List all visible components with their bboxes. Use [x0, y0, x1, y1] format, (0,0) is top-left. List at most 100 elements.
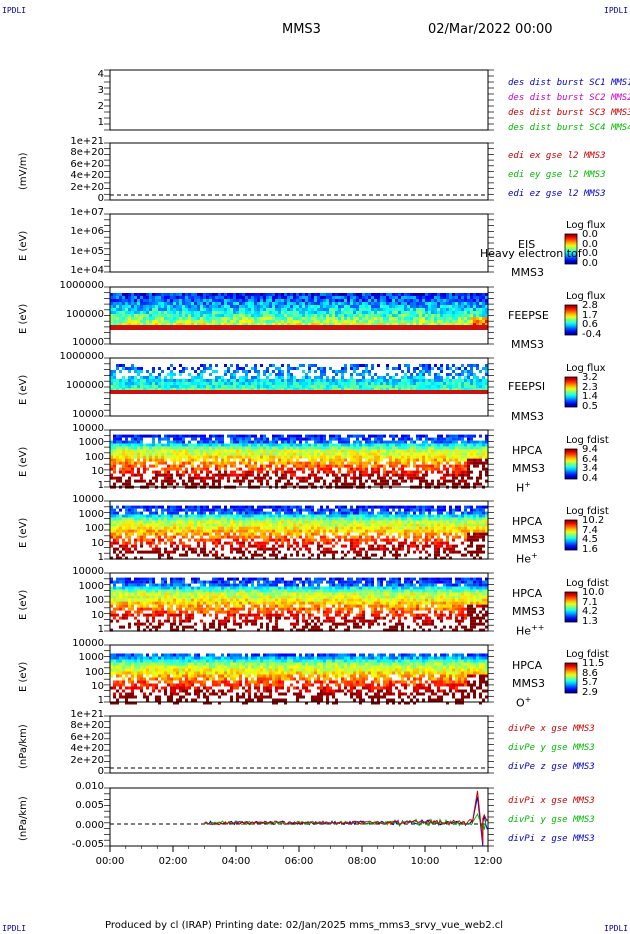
p4-cell: [161, 293, 164, 296]
p4-cell: [374, 308, 377, 311]
p6-cell: [371, 443, 374, 447]
p6-cell: [299, 440, 302, 444]
p7-cell: [254, 517, 257, 521]
p4-cell: [125, 305, 128, 308]
p4-cell: [146, 317, 149, 320]
p5-cell: [485, 373, 488, 376]
p6-cell: [188, 461, 191, 465]
p4-cell: [143, 293, 146, 296]
p6-cell: [311, 482, 314, 486]
p6-cell: [149, 455, 152, 459]
p6-cell: [128, 467, 131, 471]
p6-cell: [257, 443, 260, 447]
p6-cell: [371, 458, 374, 462]
p6-cell: [218, 473, 221, 477]
p7-cell: [155, 520, 158, 524]
p7-cell: [251, 538, 254, 542]
p6-cell: [110, 443, 113, 447]
p6-cell: [218, 434, 221, 438]
p6-cell: [347, 461, 350, 465]
p6-cell: [302, 479, 305, 483]
p4-cell: [140, 308, 143, 311]
p6-cell: [143, 443, 146, 447]
p4-cell: [272, 320, 275, 323]
p5-cell: [404, 364, 407, 367]
p7-cell: [230, 514, 233, 518]
p7-cell: [269, 523, 272, 527]
p7-cell: [185, 553, 188, 557]
p7-cell: [167, 553, 170, 557]
p7-cell: [179, 541, 182, 545]
p7-cell: [290, 511, 293, 515]
p5-cell: [299, 388, 302, 391]
p7-cell: [242, 517, 245, 521]
p6-cell: [461, 479, 464, 483]
p4-cell: [299, 296, 302, 299]
p6-cell: [236, 476, 239, 480]
p4-cell: [194, 299, 197, 302]
p6-cell: [476, 458, 479, 462]
p6-cell: [272, 440, 275, 444]
p6-cell: [380, 479, 383, 483]
p6-cell: [440, 470, 443, 474]
p6-cell: [254, 449, 257, 453]
p5-cell: [191, 385, 194, 388]
p5-cell: [173, 373, 176, 376]
p6-cell: [149, 482, 152, 486]
p4-cell: [452, 323, 455, 326]
p4-cell: [425, 314, 428, 317]
p4-cell: [413, 299, 416, 302]
p4-cell: [407, 323, 410, 326]
p7-cell: [134, 547, 137, 551]
p4-cell: [302, 296, 305, 299]
p5-cell: [308, 385, 311, 388]
p4-cell: [395, 317, 398, 320]
p6-cell: [428, 443, 431, 447]
p7-cell: [128, 550, 131, 554]
p7-cell: [299, 511, 302, 515]
p6-cell: [353, 446, 356, 450]
p4-cell: [413, 320, 416, 323]
p5-cell: [152, 382, 155, 385]
p6-cell: [332, 446, 335, 450]
p6-cell: [377, 452, 380, 456]
p7-cell: [167, 529, 170, 533]
p6-cell: [416, 476, 419, 480]
p4-cell: [152, 317, 155, 320]
p6-cell: [347, 467, 350, 471]
p4-cell: [473, 308, 476, 311]
p4-cell: [179, 308, 182, 311]
p4-cell: [443, 314, 446, 317]
p6-cell: [422, 473, 425, 477]
p6-cell: [314, 449, 317, 453]
p4-cell: [320, 320, 323, 323]
p5-cell: [314, 370, 317, 373]
p6-cell: [299, 443, 302, 447]
p7-cell: [200, 538, 203, 542]
p4-cell: [161, 311, 164, 314]
p7-cell: [128, 514, 131, 518]
p6-cell: [152, 458, 155, 462]
p6-cell: [185, 482, 188, 486]
p6-cell: [365, 440, 368, 444]
p4-cell: [269, 323, 272, 326]
p6-cell: [233, 470, 236, 474]
p7-cell: [173, 532, 176, 536]
p4-cell: [422, 323, 425, 326]
p4-cell: [248, 320, 251, 323]
p4-cell: [116, 299, 119, 302]
p4-cell: [215, 320, 218, 323]
p6-cell: [446, 455, 449, 459]
p6-cell: [413, 461, 416, 465]
p5-cell: [215, 376, 218, 379]
p4-cell: [461, 320, 464, 323]
p6-cell: [254, 434, 257, 438]
p7-cell: [248, 535, 251, 539]
p5-cell: [368, 385, 371, 388]
p6-cell: [176, 449, 179, 453]
p6-cell: [374, 455, 377, 459]
p6-cell: [350, 434, 353, 438]
p6-cell: [467, 455, 470, 459]
p7-cell: [263, 550, 266, 554]
p4-cell: [263, 308, 266, 311]
